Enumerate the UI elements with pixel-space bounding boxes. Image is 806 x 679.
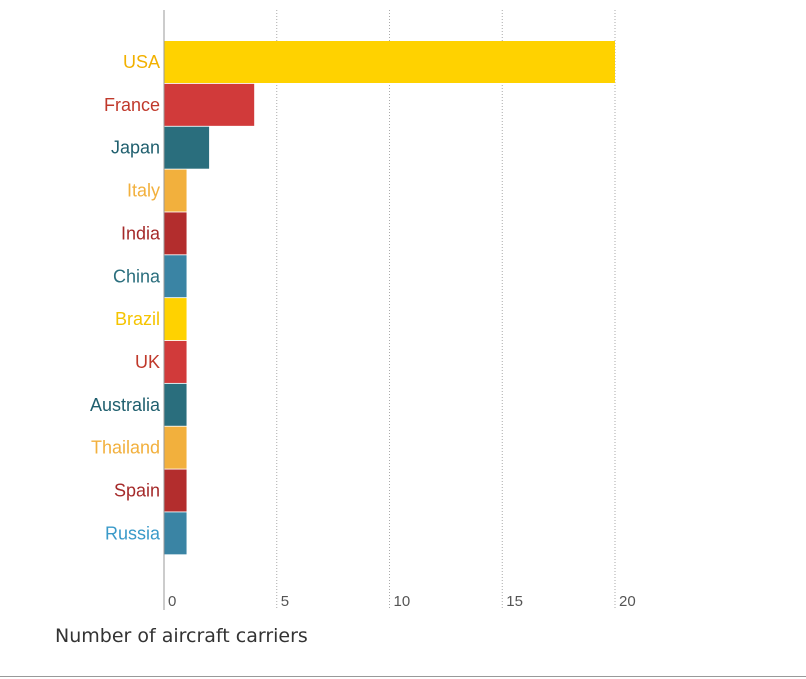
- bar-spain: [164, 469, 187, 512]
- category-label-japan: Japan: [111, 138, 160, 158]
- bar-thailand: [164, 426, 187, 469]
- bar-russia: [164, 512, 187, 555]
- x-axis-title: Number of aircraft carriers: [55, 625, 308, 647]
- category-label-russia: Russia: [105, 523, 161, 543]
- x-tick-label-10: 10: [394, 593, 411, 610]
- category-label-usa: USA: [123, 52, 160, 72]
- grid-lines: [276, 10, 616, 610]
- category-label-china: China: [113, 266, 161, 286]
- bar-china: [164, 255, 187, 298]
- category-label-uk: UK: [135, 352, 160, 372]
- bar-japan: [164, 126, 210, 169]
- category-label-brazil: Brazil: [115, 309, 160, 329]
- x-tick-label-0: 0: [168, 593, 176, 610]
- category-labels: USA France Japan Italy India China Brazil UK Aus…: [90, 52, 161, 543]
- category-label-india: India: [121, 223, 161, 243]
- bar-uk: [164, 340, 187, 383]
- category-label-france: France: [104, 95, 160, 115]
- x-tick-label-15: 15: [506, 593, 523, 610]
- bar-italy: [164, 169, 187, 212]
- bar-usa: [164, 41, 615, 83]
- bar-india: [164, 212, 187, 255]
- category-label-australia: Australia: [90, 395, 161, 415]
- x-axis-ticks: 0 5 10 15 20: [168, 593, 636, 610]
- bottom-divider: [0, 676, 806, 677]
- category-label-italy: Italy: [127, 181, 160, 201]
- category-label-thailand: Thailand: [91, 438, 160, 458]
- x-tick-label-5: 5: [281, 593, 289, 610]
- category-label-spain: Spain: [114, 481, 160, 501]
- bar-australia: [164, 383, 187, 426]
- bar-brazil: [164, 298, 187, 341]
- x-tick-label-20: 20: [619, 593, 636, 610]
- bars: [164, 41, 615, 555]
- bar-france: [164, 83, 255, 126]
